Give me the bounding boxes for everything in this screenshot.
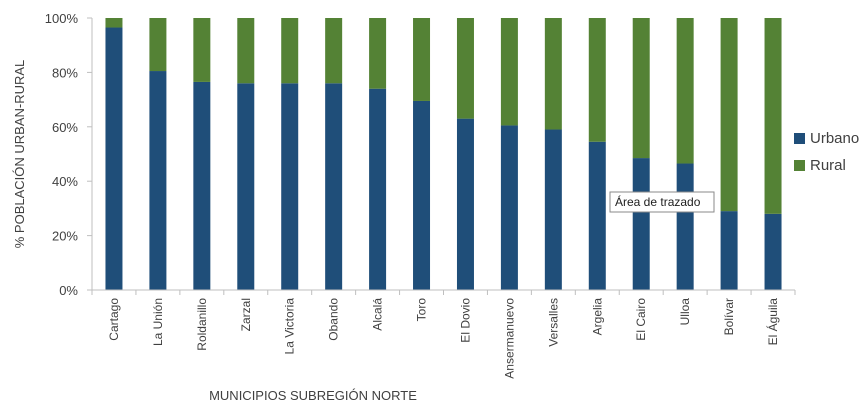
tooltip-box [609,191,715,213]
x-tick-label: Ulloa [678,298,692,326]
x-tick-label: Argelia [590,298,604,336]
x-tick-label: Alcalá [371,298,385,331]
bar-segment-urbano [500,125,518,290]
bar-segment-rural [281,18,299,84]
bar-segment-rural [764,18,782,214]
bar-segment-urbano [325,83,343,290]
x-tick-label: Toro [415,298,429,322]
bar-segment-rural [588,18,606,142]
bar-segment-rural [413,18,431,101]
x-tick-label: Zarzal [239,298,253,331]
x-axis: Cartago La Unión Roldanillo Zarzal La Victor… [91,289,796,379]
bar-segment-urbano [764,213,782,290]
bar-segment-urbano [413,100,431,291]
bar-segment-urbano [237,83,255,290]
bar-segment-urbano [281,83,299,290]
legend-swatch [794,133,805,144]
bar-segment-urbano [456,118,474,290]
x-tick-label: La Unión [151,298,165,346]
y-tick-label: 100% [45,11,79,26]
bar-segment-rural [105,18,123,28]
legend-label: Urbano [810,130,859,147]
bar-segment-rural [369,18,387,89]
bar-segment-urbano [720,211,738,290]
bar-segment-urbano [544,129,562,290]
legend: Urbano Rural [794,130,859,174]
bar-segment-urbano [676,163,694,290]
legend-swatch [794,160,805,171]
y-axis-title: % POBLACIÓN URBAN-RURAL [12,60,27,249]
bar-segment-rural [237,18,255,84]
x-tick-label: Obando [327,298,341,341]
y-axis: 0% 20% 40% 60% 80% 100% [45,11,93,298]
bar-segment-urbano [193,81,211,290]
plot-area-tooltip: Área de trazado [609,191,715,213]
legend-label: Rural [810,157,846,174]
x-tick-label: La Victoria [283,298,297,355]
x-tick-label: Ansermanuevo [502,298,516,379]
x-tick-label: El Cairo [634,298,648,341]
y-tick-label: 0% [59,283,78,298]
x-tick-label: El Águila [765,298,780,346]
bar-segment-urbano [369,88,387,290]
bar-segment-rural [500,18,518,126]
bar-segment-rural [720,18,738,212]
y-tick-label: 60% [52,120,78,135]
bar-segment-rural [456,18,474,119]
bar-segment-rural [325,18,343,84]
bars-group [105,18,782,291]
x-tick-label: Roldanillo [195,298,209,351]
bar-segment-rural [193,18,211,82]
bar-segment-urbano [632,158,650,290]
x-tick-label: Versalles [546,298,560,347]
bar-segment-rural [544,18,562,130]
y-tick-label: 40% [52,174,78,189]
bar-segment-urbano [105,27,123,291]
x-axis-title: MUNICIPIOS SUBREGIÓN NORTE [209,388,417,403]
x-tick-label: Bolívar [722,298,736,335]
bar-segment-rural [676,18,694,164]
bar-segment-urbano [588,141,606,290]
bar-segment-rural [632,18,650,159]
tooltip-text: Área de trazado [615,194,701,209]
y-tick-label: 20% [52,229,78,244]
x-tick-label: El Dovio [458,298,472,343]
bar-segment-rural [149,18,167,72]
y-tick-label: 80% [52,65,78,80]
bar-segment-urbano [149,71,167,290]
x-tick-label: Cartago [107,298,121,341]
